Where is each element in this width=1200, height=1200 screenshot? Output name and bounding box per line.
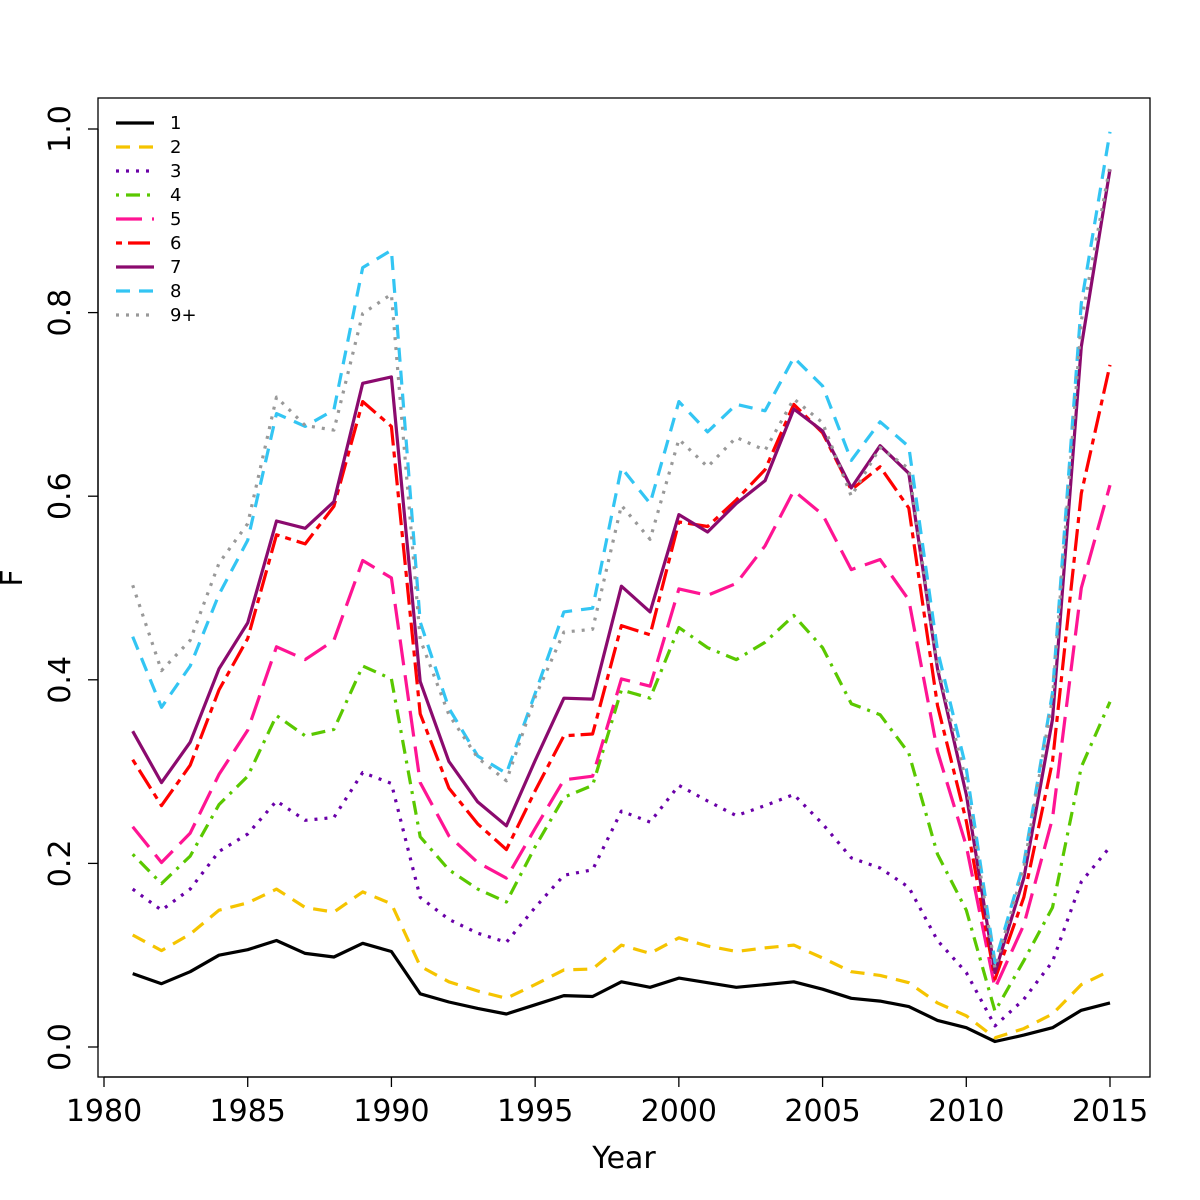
series-line-3: [131, 770, 1112, 1028]
x-tick-label: 1990: [353, 1094, 429, 1129]
series-line-5: [131, 484, 1112, 990]
series-line-8: [131, 131, 1112, 965]
y-tick-label: 1.0: [43, 105, 78, 153]
x-axis: 1980 1985 1990 1995 2000 2005 2010 2015: [66, 1076, 1148, 1129]
legend-label: 9+: [170, 305, 197, 326]
series-line-6: [131, 364, 1112, 981]
x-tick-label: 2000: [641, 1094, 717, 1129]
legend-label: 3: [170, 161, 181, 182]
x-axis-title: Year: [591, 1141, 656, 1176]
legend-label: 4: [170, 185, 181, 206]
series-layer: [131, 131, 1112, 1044]
y-axis: 0.0 0.2 0.4 0.6 0.8 1.0: [43, 105, 99, 1071]
legend-label: 6: [170, 233, 181, 254]
legend-label: 7: [170, 257, 181, 278]
series-line-9plus: [131, 165, 1112, 970]
x-tick-label: 1980: [66, 1094, 142, 1129]
y-tick-label: 0.2: [43, 840, 78, 888]
y-tick-label: 0.8: [43, 289, 78, 337]
series-line-4: [131, 613, 1112, 1013]
legend-label: 8: [170, 281, 181, 302]
x-tick-label: 2015: [1072, 1094, 1148, 1129]
legend: 1 2 3 4 5 6 7 8 9+: [116, 113, 197, 326]
x-tick-label: 1985: [210, 1094, 286, 1129]
legend-label: 1: [170, 113, 181, 134]
x-tick-label: 1995: [497, 1094, 573, 1129]
series-line-2: [131, 887, 1111, 1040]
y-tick-label: 0.6: [43, 472, 78, 520]
x-tick-label: 2005: [784, 1094, 860, 1129]
series-line-7: [131, 169, 1112, 975]
y-tick-label: 0.4: [43, 656, 78, 704]
series-line-1: [132, 938, 1111, 1044]
y-tick-label: 0.0: [43, 1023, 78, 1071]
y-axis-title: F: [0, 569, 30, 586]
legend-label: 5: [170, 209, 181, 230]
legend-label: 2: [170, 137, 181, 158]
x-tick-label: 2010: [928, 1094, 1004, 1129]
